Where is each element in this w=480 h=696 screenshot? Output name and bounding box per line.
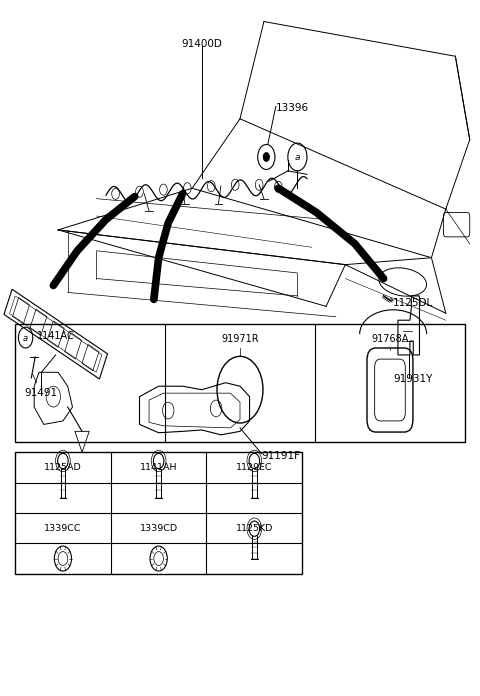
- Text: 91971R: 91971R: [221, 334, 259, 344]
- Circle shape: [264, 153, 269, 161]
- Bar: [15, 324, 465, 442]
- Bar: [15, 452, 302, 574]
- Text: a: a: [23, 334, 28, 342]
- Text: 91931Y: 91931Y: [393, 374, 432, 384]
- Text: 91400D: 91400D: [181, 39, 222, 49]
- Text: 1339CD: 1339CD: [140, 523, 178, 532]
- Text: 91191F: 91191F: [262, 451, 300, 461]
- Text: 1339CC: 1339CC: [44, 523, 82, 532]
- Text: 91768A: 91768A: [371, 334, 408, 344]
- Text: 1129EC: 1129EC: [236, 463, 273, 472]
- Text: 91491: 91491: [25, 388, 58, 398]
- Text: 1125DL: 1125DL: [393, 298, 433, 308]
- Text: 13396: 13396: [276, 104, 309, 113]
- Text: 1125AD: 1125AD: [44, 463, 82, 472]
- Text: 1141AC: 1141AC: [36, 331, 74, 341]
- Text: a: a: [295, 153, 300, 162]
- Text: 1125KD: 1125KD: [236, 523, 273, 532]
- Text: 1141AH: 1141AH: [140, 463, 178, 472]
